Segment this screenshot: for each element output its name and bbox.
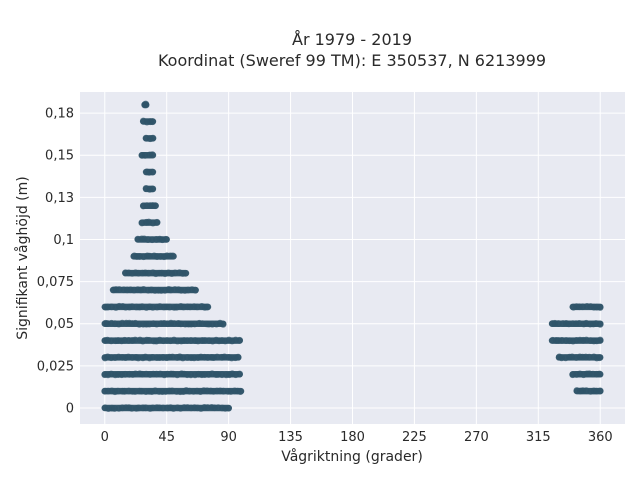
data-point — [236, 336, 244, 344]
data-point — [151, 202, 159, 210]
grid-lines — [80, 92, 625, 424]
data-point — [219, 320, 227, 328]
data-point — [149, 168, 156, 176]
data-point — [131, 336, 139, 344]
data-point — [182, 269, 189, 277]
y-tick-label: 0,1 — [53, 233, 74, 248]
x-tick-label: 315 — [526, 430, 551, 445]
chart-title-line-2: Koordinat (Sweref 99 TM): E 350537, N 62… — [158, 51, 546, 70]
y-tick-label: 0,18 — [45, 107, 74, 122]
x-tick-label: 45 — [158, 430, 175, 445]
data-point — [236, 370, 244, 378]
y-tick-label: 0,15 — [45, 149, 74, 164]
x-tick-label: 0 — [101, 430, 109, 445]
y-tick-label: 0 — [66, 401, 74, 416]
data-point — [169, 252, 177, 260]
data-point — [225, 404, 233, 412]
data-point — [596, 304, 604, 311]
x-axis-title: Vågriktning (grader) — [281, 448, 423, 465]
x-tick-label: 360 — [588, 430, 613, 445]
data-point — [149, 118, 156, 126]
y-axis-ticks: 0 0,025 0,05 0,075 0,1 0,13 0,15 0,18 — [37, 107, 74, 417]
data-point — [596, 320, 604, 328]
chart-title-line-1: År 1979 - 2019 — [292, 30, 412, 49]
data-point — [162, 235, 170, 243]
data-point — [153, 218, 161, 226]
x-axis-ticks: 0 45 90 135 180 225 270 315 360 — [101, 430, 613, 445]
data-point — [149, 134, 157, 142]
x-tick-label: 90 — [220, 430, 237, 445]
x-tick-label: 135 — [278, 430, 303, 445]
data-point — [596, 354, 603, 362]
data-point — [142, 101, 150, 109]
x-tick-label: 225 — [402, 430, 427, 445]
y-tick-label: 0,025 — [37, 359, 74, 374]
data-point — [237, 388, 244, 396]
data-point — [596, 370, 603, 378]
data-points — [101, 100, 604, 412]
data-point — [596, 387, 604, 395]
data-point — [203, 303, 211, 311]
y-tick-label: 0,075 — [37, 275, 74, 290]
data-point — [596, 336, 604, 344]
y-axis-title: Signifikant våghöjd (m) — [14, 176, 31, 339]
data-point — [192, 286, 199, 294]
data-point — [149, 151, 156, 159]
x-tick-label: 180 — [340, 430, 365, 445]
y-tick-label: 0,05 — [45, 317, 74, 332]
data-point — [149, 185, 156, 193]
data-point — [219, 387, 227, 395]
data-point — [234, 353, 242, 361]
y-tick-label: 0,13 — [45, 191, 74, 206]
x-tick-label: 270 — [464, 430, 489, 445]
data-point — [213, 353, 221, 361]
